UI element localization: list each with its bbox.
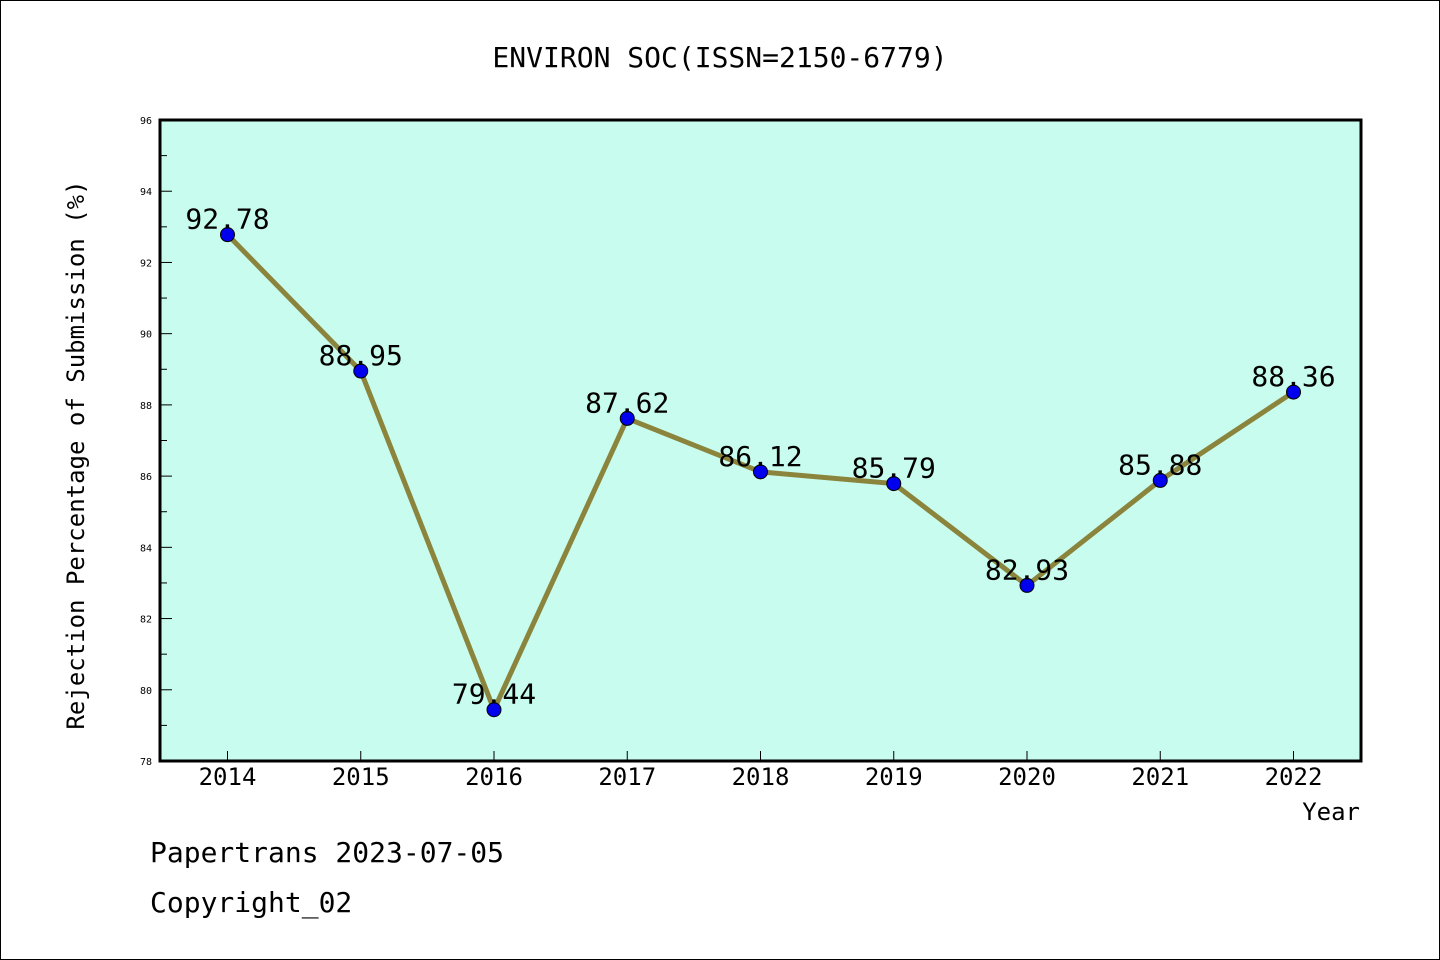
data-point <box>619 410 635 426</box>
x-tick-label: 2021 <box>1131 763 1189 791</box>
data-label: 85.88 <box>1118 448 1202 481</box>
data-label: 88.95 <box>319 339 403 372</box>
data-point <box>886 476 902 492</box>
chart-title: ENVIRON SOC(ISSN=2150-6779) <box>492 41 947 74</box>
data-point <box>1286 384 1301 400</box>
x-tick-label: 2014 <box>199 763 257 791</box>
data-point <box>1019 577 1035 593</box>
y-tick-label: 86 <box>140 472 152 483</box>
y-tick-label: 92 <box>140 258 152 269</box>
data-point <box>486 702 502 718</box>
y-tick-label: 80 <box>140 686 152 697</box>
data-label: 82.93 <box>985 553 1069 586</box>
data-label: 85.79 <box>852 452 936 485</box>
x-tick-label: 2016 <box>465 763 523 791</box>
footer-credit: Papertrans 2023-07-05 <box>150 836 505 869</box>
y-tick-label: 90 <box>140 330 152 341</box>
y-tick-label: 94 <box>140 187 152 198</box>
y-axis-label: Rejection Percentage of Submission (%) <box>62 180 90 729</box>
data-point <box>353 363 369 379</box>
x-tick-label: 2022 <box>1265 763 1323 791</box>
data-point <box>1152 472 1168 488</box>
series-line-group: 92.78 88.95 79.44 87.62 86.12 85.79 82.93 85.88… <box>185 203 1336 718</box>
data-label: 79.44 <box>452 678 536 711</box>
data-label: 87.62 <box>585 386 669 419</box>
y-tick-label: 96 <box>140 116 152 127</box>
data-point <box>753 464 768 480</box>
x-tick-label: 2019 <box>865 763 923 791</box>
x-tick-label: 2017 <box>598 763 656 791</box>
data-point <box>220 227 235 243</box>
data-label: 86.12 <box>718 440 802 473</box>
data-label: 92.78 <box>185 203 269 236</box>
y-tick-label: 78 <box>140 757 152 768</box>
footer-copyright: Copyright_02 <box>150 886 353 919</box>
x-tick-label: 2018 <box>732 763 790 791</box>
y-axis-ticks: 78 80 82 84 86 88 90 92 94 96 <box>140 116 172 768</box>
plot-area <box>158 118 1363 763</box>
y-tick-label: 84 <box>140 543 152 554</box>
data-label: 88.36 <box>1251 360 1335 393</box>
y-tick-label: 88 <box>140 401 152 412</box>
x-axis-ticks: 2014 2015 2016 2017 2018 2019 2020 2021 2022 <box>199 751 1323 791</box>
y-tick-label: 82 <box>140 615 152 626</box>
x-tick-label: 2020 <box>998 763 1056 791</box>
x-axis-label: Year <box>1302 798 1360 826</box>
x-tick-label: 2015 <box>332 763 390 791</box>
